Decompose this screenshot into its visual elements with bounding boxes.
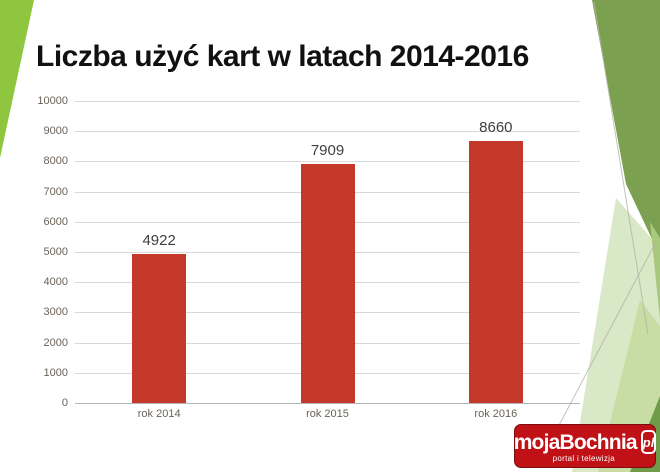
- logo-tagline: portal i telewizja: [552, 454, 615, 463]
- y-tick-label: 3000: [43, 306, 68, 319]
- y-tick-label: 8000: [43, 155, 68, 168]
- y-axis: 0 1000 2000 3000 4000 5000 6000 7000 8000 9000 100…: [37, 95, 68, 409]
- bar-value-label: 7909: [310, 142, 345, 160]
- logo-pl-badge: pl: [640, 430, 657, 454]
- logo-brand-text: mojaBochnia: [513, 430, 638, 454]
- x-category-label: rok 2016: [474, 408, 518, 420]
- y-tick-label: 9000: [43, 125, 68, 138]
- bar-rok-2015: [300, 164, 355, 403]
- y-tick-label: 1000: [43, 366, 68, 379]
- gridline: [75, 403, 580, 404]
- y-tick-label: 6000: [43, 215, 68, 228]
- green-facet-sliver: [650, 222, 660, 320]
- bar-slot: 8660 rok 2016: [468, 101, 523, 420]
- green-wedge-top-left: [0, 0, 34, 158]
- gridline: [75, 161, 580, 163]
- y-tick-label: 2000: [43, 336, 68, 349]
- green-wedge-top-right: [592, 0, 660, 256]
- bar-rok-2014: [132, 254, 187, 403]
- y-tick-label: 0: [61, 397, 68, 409]
- bar-chart: 0 1000 2000 3000 4000 5000 6000 7000 8000 9000 100…: [37, 95, 585, 425]
- gridline: [75, 101, 580, 102]
- facet-line-1: [593, 1, 649, 335]
- bar-rok-2016: [468, 141, 523, 403]
- bar-slot: 4922 rok 2014: [132, 101, 187, 420]
- x-category-label: rok 2015: [306, 408, 349, 420]
- y-tick-label: 7000: [43, 185, 68, 198]
- facet-line-2: [547, 241, 657, 447]
- bar-value-label: 4922: [142, 232, 176, 250]
- y-tick-label: 5000: [43, 246, 68, 258]
- y-tick-label: 4000: [43, 276, 68, 289]
- bar-value-label: 8660: [479, 119, 513, 137]
- gridline: [75, 131, 580, 133]
- x-category-label: rok 2014: [137, 408, 181, 420]
- bar-slot: 7909 rok 2015: [300, 101, 355, 420]
- mojabochnia-logo: mojaBochnia pl portal i telewizja: [513, 424, 657, 468]
- slide-title: Liczba użyć kart w latach 2014-2016: [36, 40, 529, 74]
- y-tick-label: 10000: [37, 95, 68, 107]
- plot-area: 4922 rok 2014 7909 rok 2015 8660 rok 2016: [75, 101, 580, 420]
